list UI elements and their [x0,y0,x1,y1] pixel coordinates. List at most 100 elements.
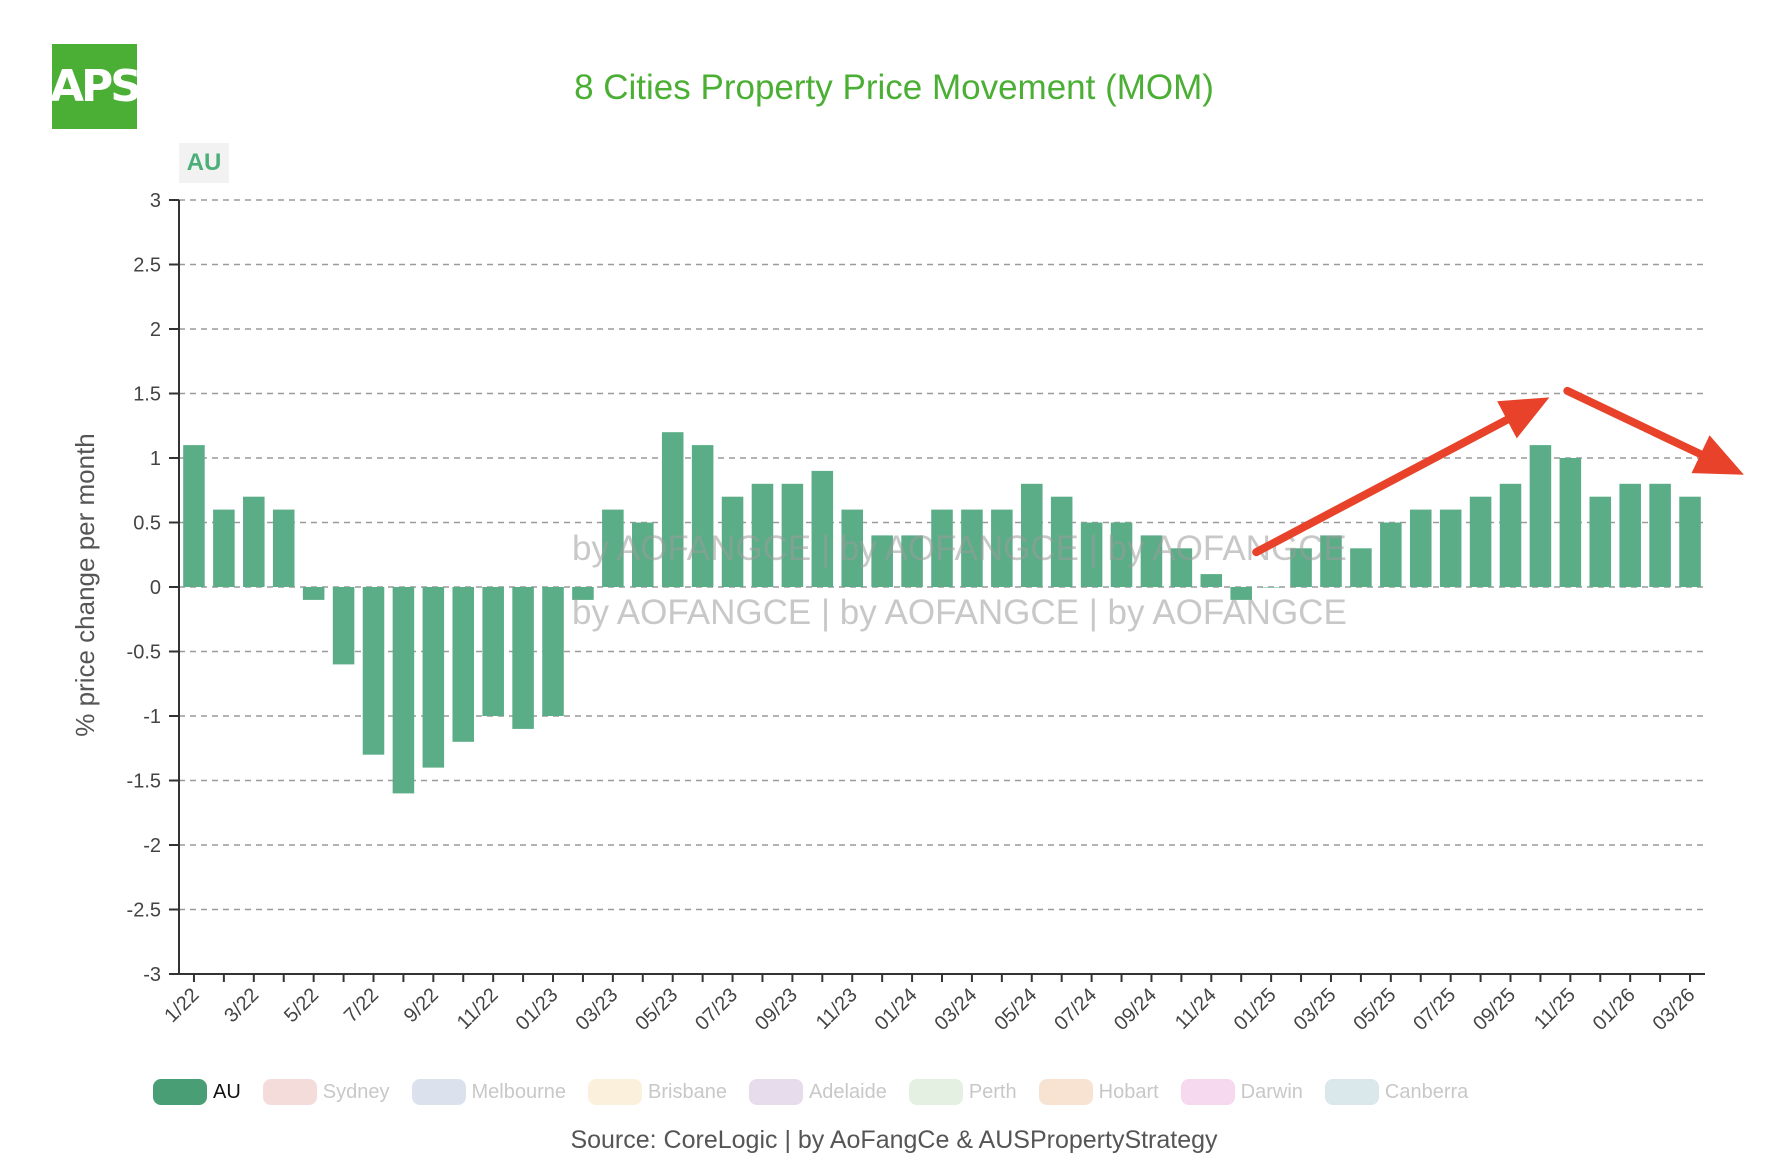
bar-5/22 [302,587,325,600]
bar-07/23 [721,496,744,587]
x-tick-label: 03/26 [1649,984,1700,1035]
y-axis-title: % price change per month [70,433,100,737]
legend-item-canberra[interactable]: Canberra [1324,1079,1469,1105]
bar-08/25 [1469,496,1492,587]
y-tick-label: 3 [150,190,161,212]
bar-02/26 [1649,483,1671,587]
legend-label: Hobart [1098,1080,1159,1103]
x-tick-label: 11/25 [1530,984,1580,1034]
bar-09/24 [1140,535,1163,587]
bar-06/25 [1409,509,1432,587]
watermark-upper: by AOFANGCE | by AOFANGCE | by AOFANGCE [572,529,1347,568]
x-tick-label: 11/22 [453,984,503,1034]
legend-item-melbourne[interactable]: Melbourne [411,1079,566,1105]
legend-label: Canberra [1384,1080,1469,1103]
bar-10/23 [811,470,834,587]
bar-04/24 [991,509,1013,587]
bar-11/24 [1200,574,1223,587]
x-tick-label: 11/24 [1171,984,1221,1034]
aps-logo: APS [50,44,142,129]
x-tick-label: 05/25 [1349,984,1400,1035]
legend-item-darwin[interactable]: Darwin [1180,1079,1303,1105]
bar-11/23 [841,509,864,587]
x-tick-label: 07/23 [691,984,742,1035]
x-tick-label: 07/24 [1050,984,1101,1035]
x-tick-label: 03/23 [571,984,622,1035]
y-tick-label: 1 [150,448,161,470]
bar-05/24 [1020,483,1043,587]
y-tick-label: -0.5 [127,642,161,664]
x-tick-label: 03/24 [931,984,982,1035]
legend-swatch [588,1079,643,1105]
bar-09/23 [781,483,804,587]
source-caption: Source: CoreLogic | by AoFangCe & AUSPro… [570,1126,1218,1154]
bar-11/25 [1559,458,1582,587]
x-tick-label: 11/23 [812,984,862,1034]
y-tick-label: -1.5 [127,771,161,793]
legend-swatch [262,1079,317,1105]
legend-swatch [908,1079,963,1105]
bar-03/25 [1320,535,1342,587]
x-tick-label: 03/25 [1290,984,1341,1035]
x-tick-label: 3/22 [220,984,263,1027]
rising-trend-arrow [1252,397,1550,557]
watermark-lower: by AOFANGCE | by AOFANGCE | by AOFANGCE [572,593,1347,632]
y-tick-label: 1.5 [133,384,161,406]
bar-02/23 [572,587,594,600]
legend-swatch [411,1079,466,1105]
bar-02/25 [1290,548,1312,587]
bar-12/24 [1230,587,1252,600]
y-tick-label: 2.5 [133,255,161,277]
legend: AU Sydney Melbourne Brisbane Adelaide Perth Ho… [153,1076,1490,1108]
y-tick-label: 2 [150,319,161,341]
bar-6/22 [332,587,355,665]
bar-01/23 [542,587,564,716]
bar-01/25 [1260,587,1282,588]
bar-4/22 [272,509,295,587]
bar-02/24 [931,509,953,587]
bar-05/25 [1380,522,1402,587]
legend-swatch [1324,1079,1379,1105]
legend-label: Sydney [322,1080,390,1103]
bar-12/22 [512,587,534,729]
bar-07/25 [1439,509,1462,587]
bar-07/24 [1080,522,1103,587]
legend-item-adelaide[interactable]: Adelaide [748,1079,887,1105]
trend-arrows [1252,386,1744,557]
legend-label: Brisbane [648,1080,727,1103]
x-tick-label: 09/24 [1110,984,1161,1035]
legend-item-hobart[interactable]: Hobart [1038,1079,1159,1105]
y-tick-label: -2.5 [127,900,161,922]
legend-item-sydney[interactable]: Sydney [262,1079,390,1105]
bar-08/23 [751,483,774,587]
bar-08/24 [1110,522,1133,587]
bar-03/23 [602,509,624,587]
legend-label: AU [213,1080,241,1103]
legend-item-au[interactable]: AU [153,1079,241,1105]
bar-10/22 [452,587,475,742]
bar-7/22 [362,587,385,755]
bar-03/24 [961,509,983,587]
x-tick-label: 01/26 [1589,984,1640,1035]
bar-05/23 [661,432,684,587]
x-tick-label: 01/24 [871,984,922,1035]
y-tick-label: -1 [143,706,161,728]
bar-1/22 [183,445,205,587]
bar-3/22 [243,496,265,587]
x-tick-label: 09/23 [751,984,802,1035]
legend-item-brisbane[interactable]: Brisbane [588,1079,727,1105]
bar-01/24 [901,535,923,587]
bar-06/24 [1050,496,1073,587]
bar-10/24 [1170,548,1193,587]
bar-04/23 [632,522,654,587]
x-tick-label: 01/25 [1230,984,1281,1035]
legend-item-perth[interactable]: Perth [908,1079,1017,1105]
chart-title: 8 Cities Property Price Movement (MOM) [574,68,1214,107]
bar-10/25 [1529,445,1552,587]
bar-2/22 [213,509,235,587]
x-tick-label: 09/25 [1469,984,1520,1035]
x-tick-label: 07/25 [1409,984,1460,1035]
legend-label: Perth [968,1080,1017,1103]
region-tag: AU [179,143,229,183]
